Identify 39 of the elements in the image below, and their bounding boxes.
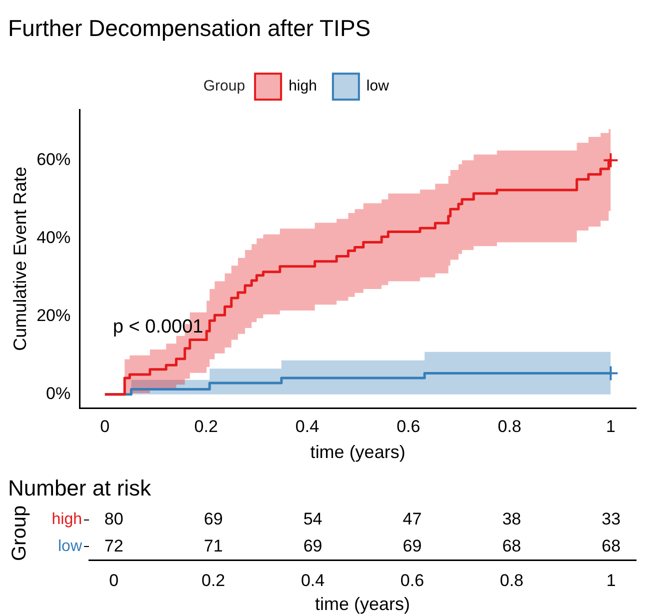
data-label: 69 bbox=[303, 536, 322, 556]
annotation: p < 0.0001 bbox=[112, 316, 204, 338]
data-label: 47 bbox=[402, 509, 422, 528]
x-tick-label: 0.6 bbox=[400, 570, 424, 590]
x-tick-label: 0 bbox=[109, 570, 119, 590]
y-tick-label: 60% bbox=[36, 150, 71, 169]
y-tick-label: 20% bbox=[36, 306, 71, 326]
x-tick-label: 0.2 bbox=[202, 570, 226, 590]
legend-label: low bbox=[366, 78, 390, 95]
x-tick-label: 0.6 bbox=[396, 416, 420, 436]
data-label: 38 bbox=[502, 509, 522, 528]
data-label: 68 bbox=[602, 536, 621, 556]
data-label: 54 bbox=[303, 509, 322, 528]
x-axis-title: time (years) bbox=[314, 594, 410, 614]
x-tick-label: 0.4 bbox=[300, 570, 325, 590]
data-label: 72 bbox=[104, 536, 124, 556]
y-axis-title: Group bbox=[8, 505, 31, 561]
x-tick-label: 0.8 bbox=[498, 416, 522, 436]
x-tick-label: 1 bbox=[606, 416, 616, 436]
chart-title: Further Decompensation after TIPS bbox=[8, 15, 371, 42]
data-label: 69 bbox=[204, 509, 223, 528]
y-tick-label: 0% bbox=[46, 384, 71, 404]
data-label: 33 bbox=[602, 509, 621, 528]
x-tick-label: 1 bbox=[606, 570, 616, 590]
legend-label: high bbox=[288, 78, 317, 95]
y-tick-label: high bbox=[52, 511, 82, 528]
x-tick-label: 0.4 bbox=[295, 416, 320, 436]
x-tick-label: 0 bbox=[100, 416, 110, 436]
data-label: 68 bbox=[502, 536, 522, 556]
data-label: 71 bbox=[204, 536, 223, 556]
legend-title: Group bbox=[203, 78, 246, 95]
x-axis-title: time (years) bbox=[310, 442, 406, 462]
x-tick-label: 0.8 bbox=[500, 570, 524, 590]
x-tick-label: 0.2 bbox=[194, 416, 218, 436]
y-tick-label: 40% bbox=[36, 228, 71, 248]
data-label: 69 bbox=[402, 536, 422, 556]
y-axis-title: Cumulative Event Rate bbox=[10, 166, 30, 351]
data-label: 80 bbox=[104, 509, 124, 528]
chart-title: Number at risk bbox=[8, 475, 152, 500]
